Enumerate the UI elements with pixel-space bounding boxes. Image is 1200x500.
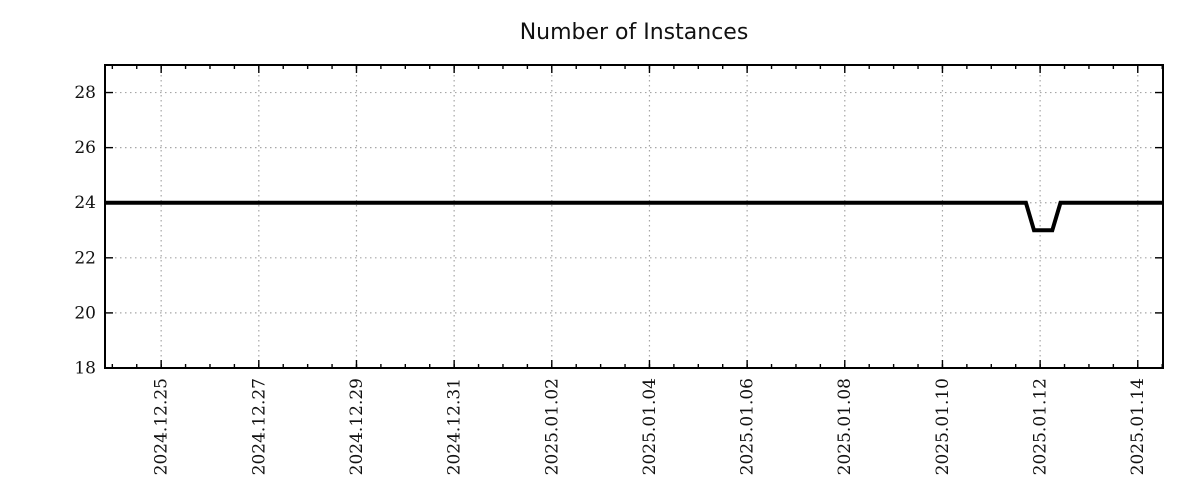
gridlines [105,65,1163,368]
x-tick-label: 2024.12.25 [152,378,172,475]
plot-border [104,64,1164,369]
x-tick-label: 2024.12.31 [445,378,465,475]
axis-tick-labels: 18 20 22 24 26 28 2024.12.25 2024.12.27 2024.12.… [74,83,1148,475]
x-tick-label: 2025.01.14 [1128,378,1148,475]
x-tick-label: 2025.01.10 [933,378,953,475]
series-instances [105,200,1163,233]
x-tick-label: 2025.01.12 [1031,378,1051,475]
chart-title: Number of Instances [520,20,749,45]
y-tick-label: 18 [74,358,96,378]
y-tick-label: 24 [74,193,96,213]
y-tick-label: 26 [74,138,96,158]
x-tick-label: 2025.01.06 [738,378,758,475]
y-tick-label: 28 [74,83,96,103]
x-tick-label: 2024.12.29 [347,378,367,475]
y-tick-label: 20 [74,303,96,323]
axis-ticks [105,65,1163,369]
y-tick-label: 22 [74,248,96,268]
x-tick-label: 2025.01.08 [835,378,855,475]
x-tick-label: 2024.12.27 [249,378,269,475]
x-tick-label: 2025.01.02 [542,378,562,475]
data-series [105,200,1163,233]
x-tick-label: 2025.01.04 [640,378,660,475]
